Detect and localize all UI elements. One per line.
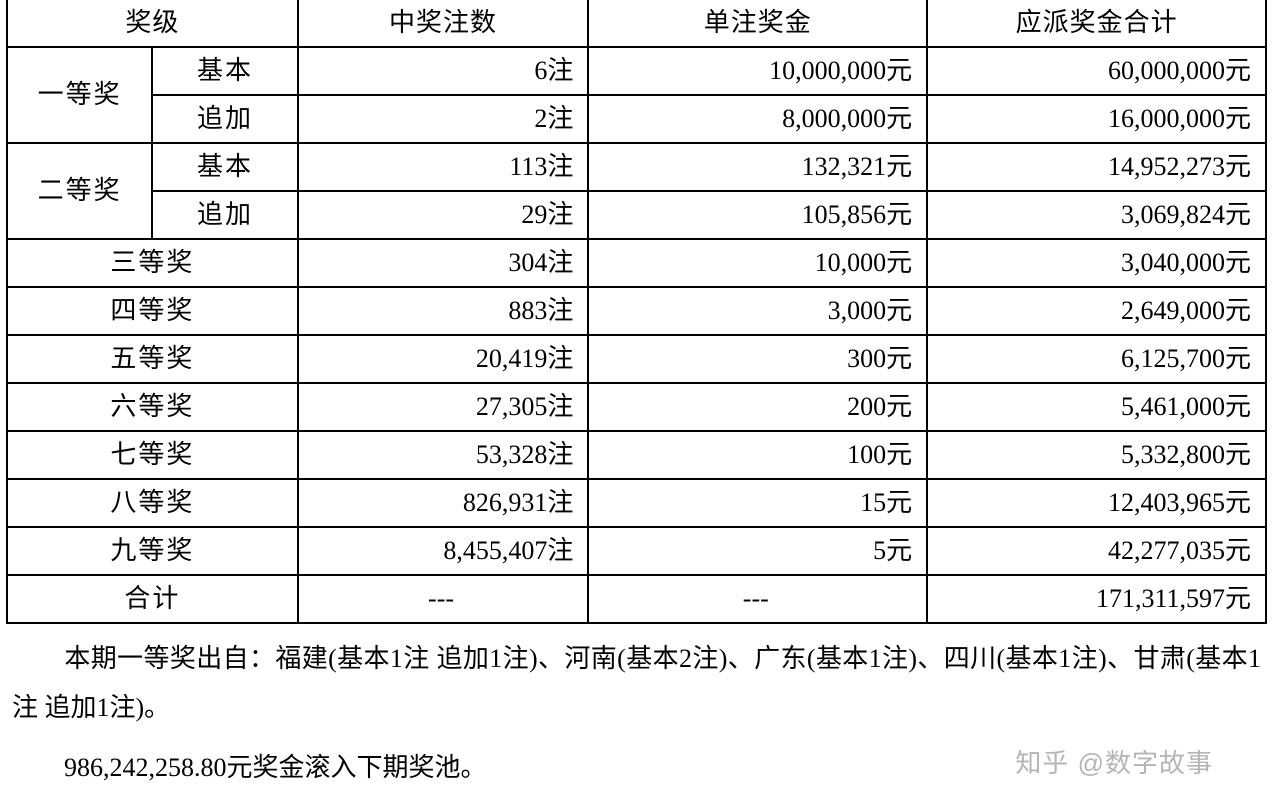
cell-count: 113注 [298,143,589,191]
cell-level: 三等奖 [7,239,298,287]
cell-level: 一等奖 [7,47,152,143]
cell-total: 3,040,000元 [927,239,1266,287]
cell-per: 300元 [588,335,927,383]
table-row: 追加2注8,000,000元16,000,000元 [7,95,1266,143]
prize-table: 奖级中奖注数单注奖金应派奖金合计一等奖基本6注10,000,000元60,000… [6,0,1267,624]
cell-total: 14,952,273元 [927,143,1266,191]
cell-count: 20,419注 [298,335,589,383]
cell-count: --- [298,575,589,623]
cell-total: 2,649,000元 [927,287,1266,335]
table-row: 五等奖20,419注300元6,125,700元 [7,335,1266,383]
col-header-count: 中奖注数 [298,0,589,47]
col-header-per: 单注奖金 [588,0,927,47]
cell-per: --- [588,575,927,623]
table-row: 七等奖53,328注100元5,332,800元 [7,431,1266,479]
footnote-rollover: 986,242,258.80元奖金滚入下期奖池。 [6,733,1267,792]
table-row: 九等奖8,455,407注5元42,277,035元 [7,527,1266,575]
cell-count: 8,455,407注 [298,527,589,575]
cell-total: 60,000,000元 [927,47,1266,95]
footnote-rollover-text: 986,242,258.80元奖金滚入下期奖池。 [64,753,487,782]
cell-level: 二等奖 [7,143,152,239]
cell-total: 6,125,700元 [927,335,1266,383]
cell-total: 171,311,597元 [927,575,1266,623]
cell-per: 15元 [588,479,927,527]
cell-per: 105,856元 [588,191,927,239]
cell-count: 53,328注 [298,431,589,479]
cell-count: 304注 [298,239,589,287]
table-row: 六等奖27,305注200元5,461,000元 [7,383,1266,431]
cell-per: 200元 [588,383,927,431]
cell-per: 3,000元 [588,287,927,335]
table-row: 二等奖基本113注132,321元14,952,273元 [7,143,1266,191]
cell-level: 七等奖 [7,431,298,479]
table-row: 三等奖304注10,000元3,040,000元 [7,239,1266,287]
cell-count: 883注 [298,287,589,335]
table-row: 八等奖826,931注15元12,403,965元 [7,479,1266,527]
cell-per: 8,000,000元 [588,95,927,143]
cell-count: 29注 [298,191,589,239]
cell-per: 132,321元 [588,143,927,191]
cell-per: 10,000,000元 [588,47,927,95]
table-header-row: 奖级中奖注数单注奖金应派奖金合计 [7,0,1266,47]
cell-per: 100元 [588,431,927,479]
col-header-total: 应派奖金合计 [927,0,1266,47]
col-header-level: 奖级 [7,0,298,47]
footnote-winners: 本期一等奖出自：福建(基本1注 追加1注)、河南(基本2注)、广东(基本1注)、… [6,624,1267,733]
cell-count: 826,931注 [298,479,589,527]
cell-total: 12,403,965元 [927,479,1266,527]
cell-count: 27,305注 [298,383,589,431]
cell-level: 八等奖 [7,479,298,527]
cell-level: 九等奖 [7,527,298,575]
cell-total: 16,000,000元 [927,95,1266,143]
table-row: 一等奖基本6注10,000,000元60,000,000元 [7,47,1266,95]
footnote-winners-text: 本期一等奖出自：福建(基本1注 追加1注)、河南(基本2注)、广东(基本1注)、… [12,644,1261,722]
table-row: 追加29注105,856元3,069,824元 [7,191,1266,239]
cell-level: 六等奖 [7,383,298,431]
table-row: 合计------171,311,597元 [7,575,1266,623]
cell-total: 3,069,824元 [927,191,1266,239]
cell-per: 10,000元 [588,239,927,287]
cell-subtype: 追加 [152,95,297,143]
table-row: 四等奖883注3,000元2,649,000元 [7,287,1266,335]
cell-subtype: 基本 [152,143,297,191]
cell-count: 6注 [298,47,589,95]
cell-subtype: 基本 [152,47,297,95]
cell-per: 5元 [588,527,927,575]
cell-total: 5,461,000元 [927,383,1266,431]
cell-level: 合计 [7,575,298,623]
cell-level: 四等奖 [7,287,298,335]
cell-count: 2注 [298,95,589,143]
cell-level: 五等奖 [7,335,298,383]
cell-total: 42,277,035元 [927,527,1266,575]
cell-subtype: 追加 [152,191,297,239]
cell-total: 5,332,800元 [927,431,1266,479]
